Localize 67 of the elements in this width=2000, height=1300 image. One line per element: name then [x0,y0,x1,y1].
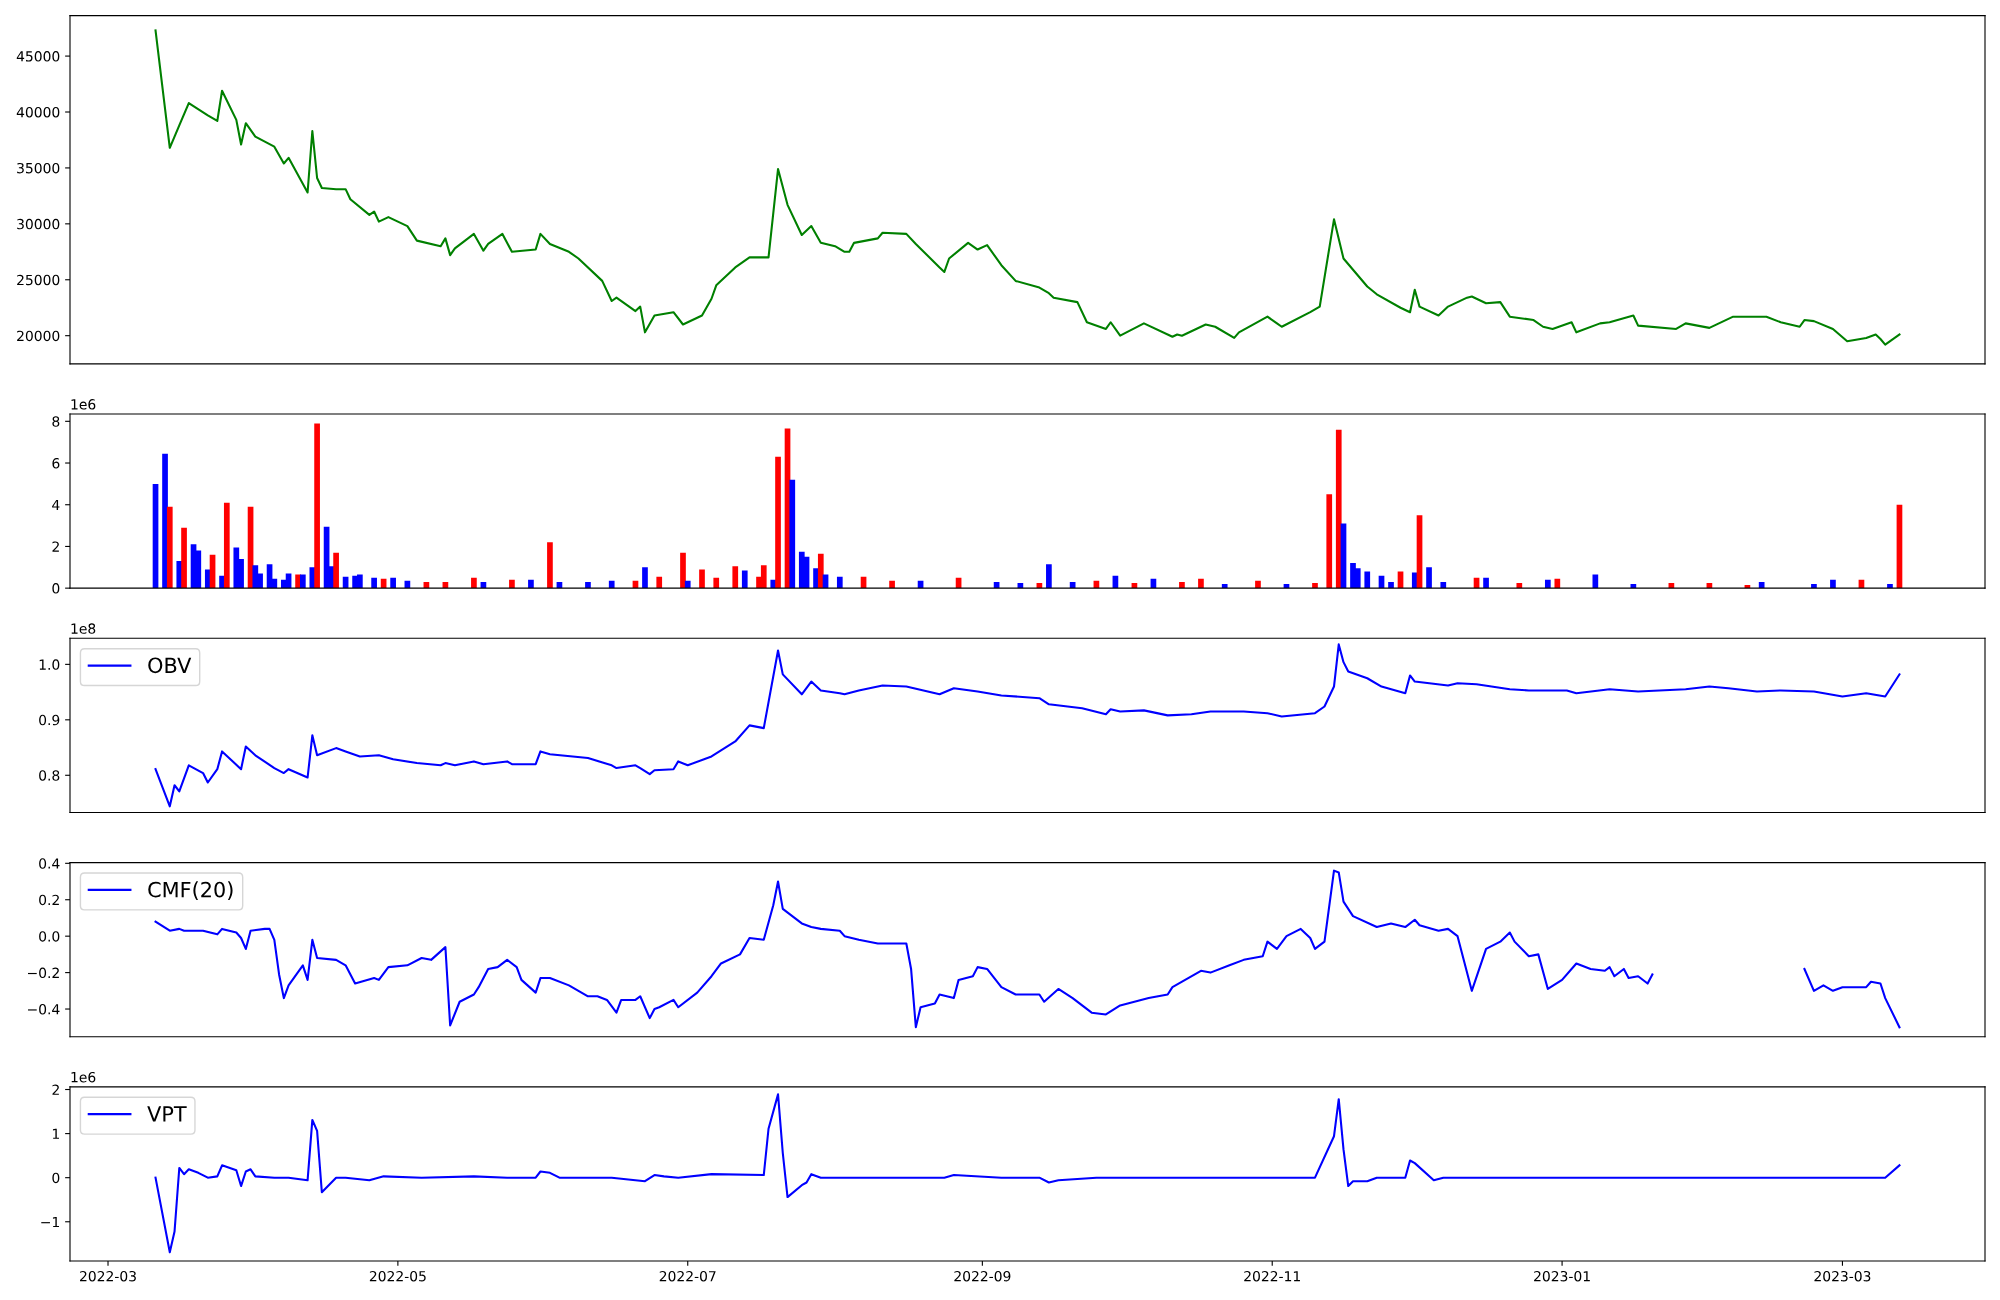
text: 1e6 [71,399,96,410]
text: 1e8 [71,623,96,634]
line-series [154,29,1901,346]
y-tick-label: 4 [52,499,60,511]
text: 1e6 [71,1071,96,1083]
bar [371,577,377,589]
y-tick-label: 6 [52,457,60,469]
y-tick-label: −0.2 [28,967,59,979]
bar [836,576,843,589]
bar [642,567,648,589]
y-tick-label: 35000 [17,162,60,174]
y-tick-label: 2 [52,1084,59,1095]
y-tick-label: −1 [41,1216,59,1228]
x-tick-label: 2023-03 [1814,1270,1871,1282]
x-tick-label: 2022-11 [1244,1270,1300,1282]
x-tick-label: 2022-09 [954,1270,1011,1282]
bar [817,553,824,589]
bar [1426,567,1432,589]
y-tick-label: 0.4 [39,858,60,869]
bar [1592,574,1599,589]
bar [299,574,306,589]
bar [390,577,396,589]
x-tick-label: 2022-05 [369,1270,426,1282]
bar [471,577,477,589]
bar [314,423,320,589]
legend-label: CMF(20) [148,881,233,900]
y-tick-label: 25000 [17,274,60,286]
bar [1326,494,1333,589]
bar [789,479,796,589]
bar [223,502,230,589]
bar [741,570,748,589]
y-tick-label: 2 [52,541,59,552]
y-tick-label: 45000 [16,51,60,62]
bar [1364,571,1371,589]
bar [656,576,663,589]
bar [166,506,173,589]
bar [699,569,705,589]
bar [680,552,686,589]
bar [713,577,720,589]
bar [333,552,339,589]
bar [1335,429,1342,589]
y-tick-label: 0.0 [39,931,60,942]
y-tick-label: 0.2 [39,894,59,906]
bar [1483,577,1489,589]
bar [181,527,187,589]
y-tick-label: 8 [52,416,60,427]
legend-label: VPT [147,1106,187,1122]
bar [1046,564,1052,589]
y-tick-label: 0 [52,1172,60,1184]
x-tick-label: 2022-03 [80,1270,136,1282]
y-tick-label: 0.9 [39,714,60,726]
y-tick-label: 30000 [17,218,60,230]
y-tick-label: 20000 [17,330,60,342]
y-tick-label: −0.4 [28,1004,60,1015]
y-tick-label: 40000 [16,106,60,118]
y-tick-label: 0.8 [39,770,60,781]
y-tick-label: 1.0 [39,659,60,670]
legend-label: OBV [148,657,192,674]
bar [547,542,553,589]
y-tick-label: 1 [52,1128,59,1139]
bar [760,565,767,589]
x-tick-label: 2022-07 [659,1270,716,1282]
bar [252,565,259,589]
y-tick-label: 0 [52,583,60,594]
x-tick-label: 2023-01 [1534,1270,1590,1282]
bar [732,566,739,589]
bar [775,456,781,589]
